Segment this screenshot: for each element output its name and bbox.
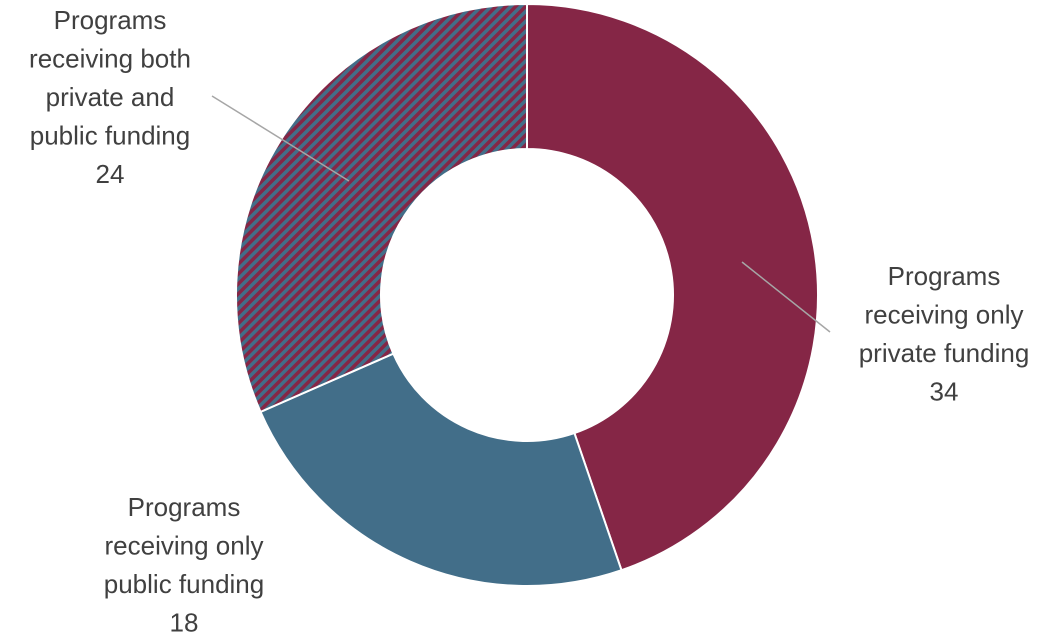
- slice-label-line: receiving only: [105, 531, 264, 561]
- leader-line-0: [741, 261, 831, 333]
- slice-label-line: private funding: [859, 338, 1030, 368]
- leader-lines: [211, 95, 831, 333]
- slice-label-line: Programs: [888, 261, 1001, 291]
- slice-label-line: 24: [96, 159, 125, 189]
- slice-0: [526, 2, 819, 572]
- slice-label-line: receiving both: [29, 44, 191, 74]
- slice-label-0: Programs receiving only private funding 34: [859, 261, 1030, 407]
- slice-labels: Programs receiving only private funding 34P…: [29, 5, 1029, 638]
- slice-label-line: 18: [170, 608, 199, 638]
- slice-label-1: Programs receiving only public funding 18: [104, 492, 264, 638]
- slice-1: [259, 352, 623, 587]
- slice-label-2: Programs receiving both private and public …: [29, 5, 191, 189]
- slice-label-line: public funding: [30, 121, 190, 151]
- slice-label-line: Programs: [54, 5, 167, 35]
- donut-slices: [235, 2, 819, 587]
- slice-label-line: Programs: [128, 492, 241, 522]
- slice-label-line: private and: [46, 82, 175, 112]
- slice-label-line: public funding: [104, 569, 264, 599]
- leader-line-2: [211, 95, 350, 182]
- slice-2: [235, 2, 528, 414]
- slice-label-line: receiving only: [865, 300, 1024, 330]
- slice-label-line: 34: [930, 377, 959, 407]
